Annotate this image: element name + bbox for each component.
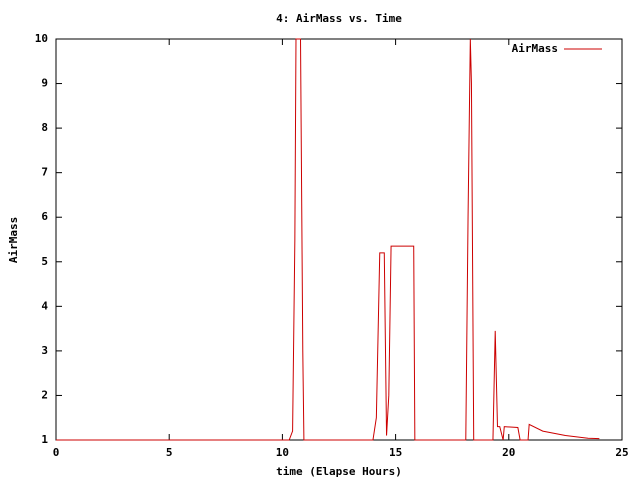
y-tick-label: 3	[41, 344, 48, 357]
y-tick-label: 4	[41, 299, 48, 312]
x-tick-label: 20	[502, 446, 515, 459]
y-tick-label: 5	[41, 255, 48, 268]
y-tick-label: 8	[41, 121, 48, 134]
data-line	[56, 38, 600, 441]
x-axis-label: time (Elapse Hours)	[276, 465, 402, 478]
y-tick-label: 1	[41, 433, 48, 446]
chart-title: 4: AirMass vs. Time	[276, 12, 402, 25]
x-tick-label: 25	[615, 446, 628, 459]
y-tick-label: 2	[41, 388, 48, 401]
y-tick-label: 10	[35, 32, 48, 45]
x-tick-label: 15	[389, 446, 402, 459]
x-tick-label: 0	[53, 446, 60, 459]
y-tick-label: 9	[41, 77, 48, 90]
y-tick-label: 7	[41, 166, 48, 179]
y-axis-label: AirMass	[7, 217, 20, 263]
x-tick-label: 10	[276, 446, 289, 459]
y-tick-label: 6	[41, 210, 48, 223]
legend-label: AirMass	[512, 42, 558, 55]
x-tick-label: 5	[166, 446, 173, 459]
